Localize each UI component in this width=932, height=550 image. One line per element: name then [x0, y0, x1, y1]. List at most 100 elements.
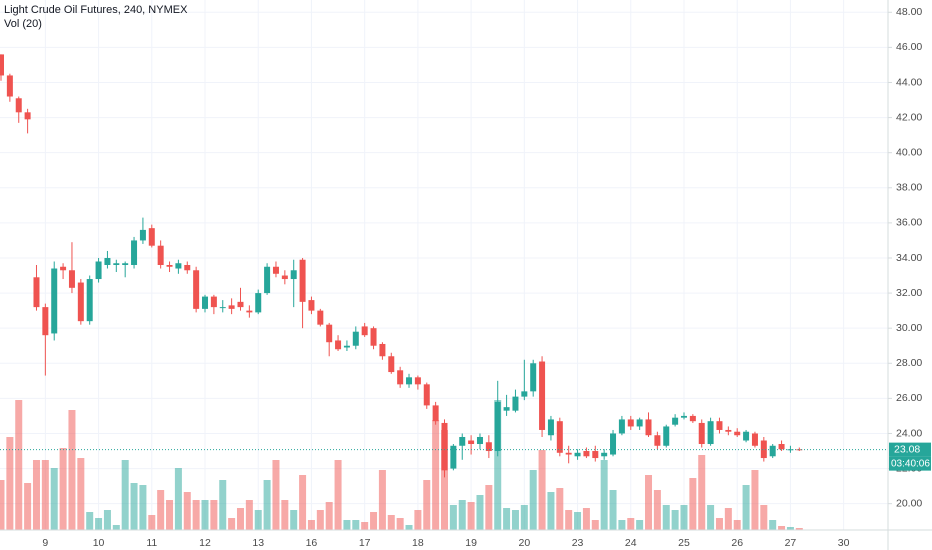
x-tick-label: 16 [306, 537, 318, 549]
candle-body [77, 282, 84, 322]
volume-bar [236, 508, 244, 530]
volume-bar [600, 460, 608, 530]
volume-label: Vol (20) [4, 18, 42, 30]
candle-body [15, 98, 22, 113]
volume-bar [582, 508, 590, 530]
candle-body [33, 277, 40, 308]
volume-bar [192, 500, 200, 530]
candle-body [272, 266, 279, 274]
candle-body [175, 263, 182, 269]
candle-body [432, 405, 439, 422]
grid [0, 0, 888, 530]
candle-body [361, 326, 368, 336]
x-tick-label: 27 [785, 537, 797, 549]
candle-body [547, 419, 554, 436]
volume-bar [139, 485, 147, 530]
candle-body [778, 444, 785, 450]
volume-bar [86, 512, 94, 530]
candle-body [113, 263, 120, 265]
volume-bar [15, 400, 23, 530]
volume-bar [529, 470, 537, 530]
volume-bar [6, 437, 14, 530]
x-tick-label: 10 [93, 537, 105, 549]
candle-body [370, 328, 377, 346]
candle-body [796, 449, 803, 451]
candle-body [202, 296, 209, 309]
candle-body [610, 433, 617, 455]
candle-body [414, 377, 421, 385]
candle-body [326, 324, 333, 343]
candle-body [592, 451, 599, 459]
candle-body [68, 270, 75, 288]
y-tick-label: 30.00 [896, 322, 922, 334]
volume-bar [59, 448, 67, 530]
candle-body [530, 363, 537, 392]
x-tick-label: 11 [146, 537, 157, 549]
candle-body [122, 263, 129, 265]
volume-bar [538, 450, 546, 530]
volume-bar [662, 505, 670, 530]
y-tick-label: 48.00 [896, 6, 922, 18]
candle-body [494, 401, 501, 452]
x-tick-label: 30 [838, 537, 850, 549]
x-tick-label: 12 [199, 537, 211, 549]
last-price-box [889, 442, 931, 457]
volume-bar [689, 478, 697, 530]
volume-bar [183, 492, 191, 530]
candle-body [698, 422, 705, 445]
candle-body [210, 296, 217, 308]
volume-bar [281, 500, 289, 530]
volume-bar [778, 526, 786, 530]
volume-bar [467, 502, 475, 530]
candle-body [255, 293, 262, 313]
volume-bar [112, 525, 120, 530]
candle-body [512, 396, 519, 411]
candle-body [645, 419, 652, 436]
y-tick-label: 38.00 [896, 182, 922, 194]
volume-bar [609, 490, 617, 530]
volume-bar [325, 502, 333, 530]
candle-body [237, 301, 244, 308]
volume-bar [95, 518, 103, 530]
volume-bar [618, 520, 626, 530]
volume-bar [0, 480, 5, 530]
candle-body [193, 270, 200, 309]
candle-body [654, 435, 661, 446]
volume-bar [786, 527, 794, 530]
volume-bar [361, 522, 369, 530]
candle-body [299, 259, 306, 302]
candle-body [24, 112, 31, 120]
candle-body [556, 421, 563, 453]
volume-bar [441, 430, 448, 530]
volume-bar [228, 518, 236, 530]
volume-bar [103, 510, 111, 530]
countdown-box [889, 456, 931, 471]
volume-bar [494, 400, 502, 530]
candle-body [503, 407, 510, 411]
candle-body [0, 54, 4, 76]
volume-bar [698, 455, 706, 530]
volume-bar [352, 520, 360, 530]
volume-bar [565, 510, 573, 530]
volume-bar [263, 480, 271, 530]
candle-body [485, 442, 492, 452]
candle-body [290, 270, 297, 280]
volume-bar [458, 500, 466, 530]
volume-bar [547, 492, 555, 530]
y-tick-label: 44.00 [896, 76, 922, 88]
candle-body [317, 310, 324, 325]
volume-pane [0, 400, 803, 530]
volume-bar [290, 510, 298, 530]
volume-bar [121, 460, 129, 530]
candle-body [60, 266, 67, 271]
volume-bar [645, 475, 653, 530]
volume-bar [272, 460, 280, 530]
candle-body [468, 440, 475, 445]
candle-body [459, 436, 466, 446]
candle-body [672, 417, 679, 425]
volume-bar [370, 512, 378, 530]
candle-body [450, 445, 457, 469]
candle-body [583, 451, 590, 457]
x-tick-label: 18 [412, 537, 424, 549]
volume-bar [742, 485, 750, 530]
